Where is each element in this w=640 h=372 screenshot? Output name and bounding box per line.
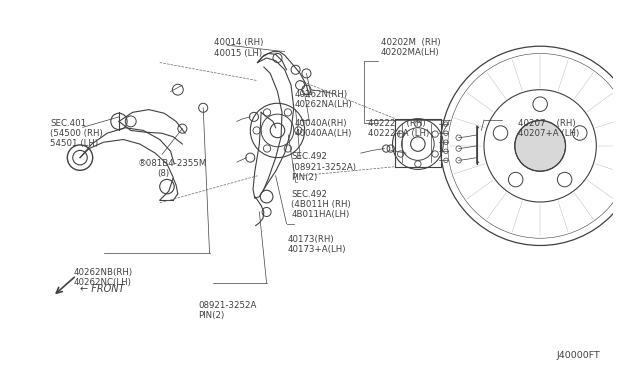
Text: 40207+A (LH): 40207+A (LH) — [518, 129, 580, 138]
Text: PIN(2): PIN(2) — [198, 311, 225, 320]
Text: (4B011H (RH): (4B011H (RH) — [291, 200, 351, 209]
Text: 40173+A(LH): 40173+A(LH) — [288, 246, 346, 254]
Text: 54501 (LH): 54501 (LH) — [50, 139, 98, 148]
Text: 08921-3252A: 08921-3252A — [198, 301, 257, 310]
Text: 40040A(RH): 40040A(RH) — [294, 119, 347, 128]
Text: 40014 (RH): 40014 (RH) — [214, 38, 264, 47]
Text: J40000FT: J40000FT — [557, 351, 600, 360]
Text: PIN(2): PIN(2) — [291, 173, 317, 182]
Text: 40173(RH): 40173(RH) — [288, 235, 335, 244]
Text: (8): (8) — [157, 169, 169, 178]
Text: 40015 (LH): 40015 (LH) — [214, 49, 262, 58]
Text: SEC.492: SEC.492 — [291, 153, 327, 161]
Circle shape — [515, 121, 566, 171]
Text: 40202MA(LH): 40202MA(LH) — [381, 48, 440, 57]
Text: ← FRONT: ← FRONT — [80, 284, 125, 294]
Text: (54500 (RH): (54500 (RH) — [50, 129, 102, 138]
Text: 40222    (RH): 40222 (RH) — [368, 119, 426, 128]
Text: 40202M  (RH): 40202M (RH) — [381, 38, 440, 47]
Text: 40262NB(RH): 40262NB(RH) — [74, 268, 132, 277]
Text: (08921-3252A): (08921-3252A) — [291, 163, 356, 171]
Text: ®081B4-2355M: ®081B4-2355M — [138, 159, 207, 168]
Text: 40262N(RH): 40262N(RH) — [294, 90, 348, 99]
Text: 40222+A (LH): 40222+A (LH) — [368, 129, 429, 138]
Text: 40262NC(LH): 40262NC(LH) — [74, 278, 131, 287]
Text: SEC.492: SEC.492 — [291, 190, 327, 199]
Text: 40262NA(LH): 40262NA(LH) — [294, 100, 352, 109]
Text: SEC.401: SEC.401 — [50, 119, 86, 128]
Text: 40207    (RH): 40207 (RH) — [518, 119, 576, 128]
Text: 40040AA(LH): 40040AA(LH) — [294, 129, 352, 138]
Text: 4B011HA(LH): 4B011HA(LH) — [291, 210, 349, 219]
